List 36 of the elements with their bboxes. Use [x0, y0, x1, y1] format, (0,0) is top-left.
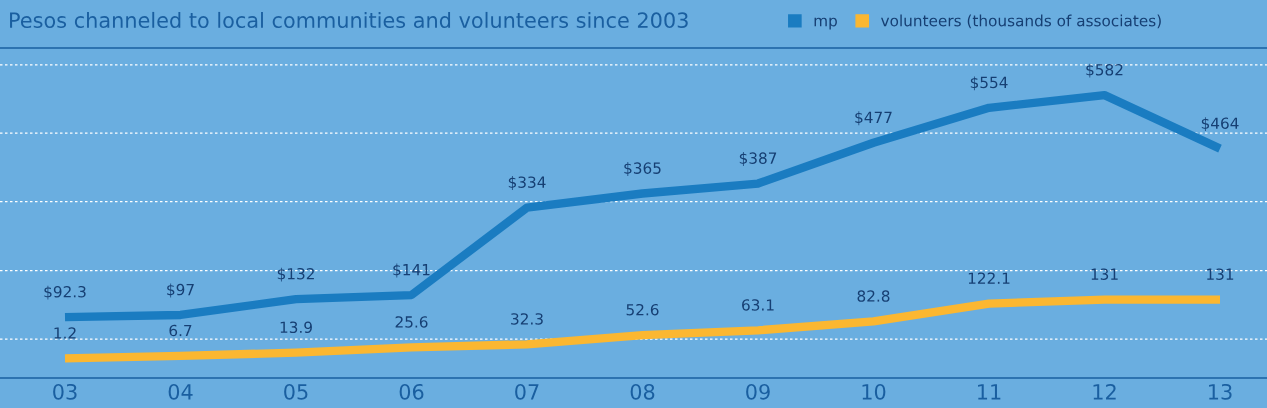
data-label: 52.6: [626, 303, 659, 316]
data-label: $365: [624, 162, 661, 176]
data-label: 25.6: [395, 316, 428, 328]
data-label: $477: [855, 111, 892, 126]
data-label: 32.3: [511, 313, 543, 325]
data-label: 131: [1207, 268, 1234, 280]
data-label: 82.8: [857, 290, 890, 302]
data-label: $582: [1086, 63, 1123, 78]
data-label: $387: [739, 152, 777, 166]
data-label: 1.2: [54, 327, 76, 339]
x-tick-label: 11: [978, 384, 1001, 400]
data-label: $132: [277, 267, 314, 282]
x-tick-label: 13: [1209, 383, 1232, 400]
data-label: 131: [1091, 268, 1118, 280]
data-label: 122.1: [968, 272, 1010, 284]
x-tick-label: 07: [515, 383, 539, 400]
data-label: 6.7: [169, 324, 192, 337]
data-label: 13.9: [280, 321, 312, 334]
x-tick-label: 10: [862, 383, 886, 400]
data-label: $97: [167, 283, 194, 298]
x-tick-label: 09: [746, 383, 770, 400]
x-tick-label: 08: [630, 383, 655, 400]
legend-label: mp: [814, 17, 837, 30]
x-tick-label: 05: [284, 383, 308, 400]
x-tick-label: 12: [1093, 383, 1116, 400]
data-label: $334: [508, 176, 546, 190]
x-tick-label: 06: [399, 383, 424, 400]
chart-title: Pesos channeled to local communities and volunteers since 2003: [10, 11, 688, 29]
x-tick-label: 03: [53, 383, 77, 400]
legend-label: volunteers (thousands of associates): [881, 14, 1161, 29]
data-label: 63.1: [742, 299, 774, 311]
data-label: $92.3: [44, 285, 86, 300]
data-label: $554: [970, 76, 1008, 91]
data-label: $464: [1201, 117, 1239, 132]
data-label: $141: [393, 263, 430, 278]
x-tick-label: 04: [168, 383, 193, 400]
